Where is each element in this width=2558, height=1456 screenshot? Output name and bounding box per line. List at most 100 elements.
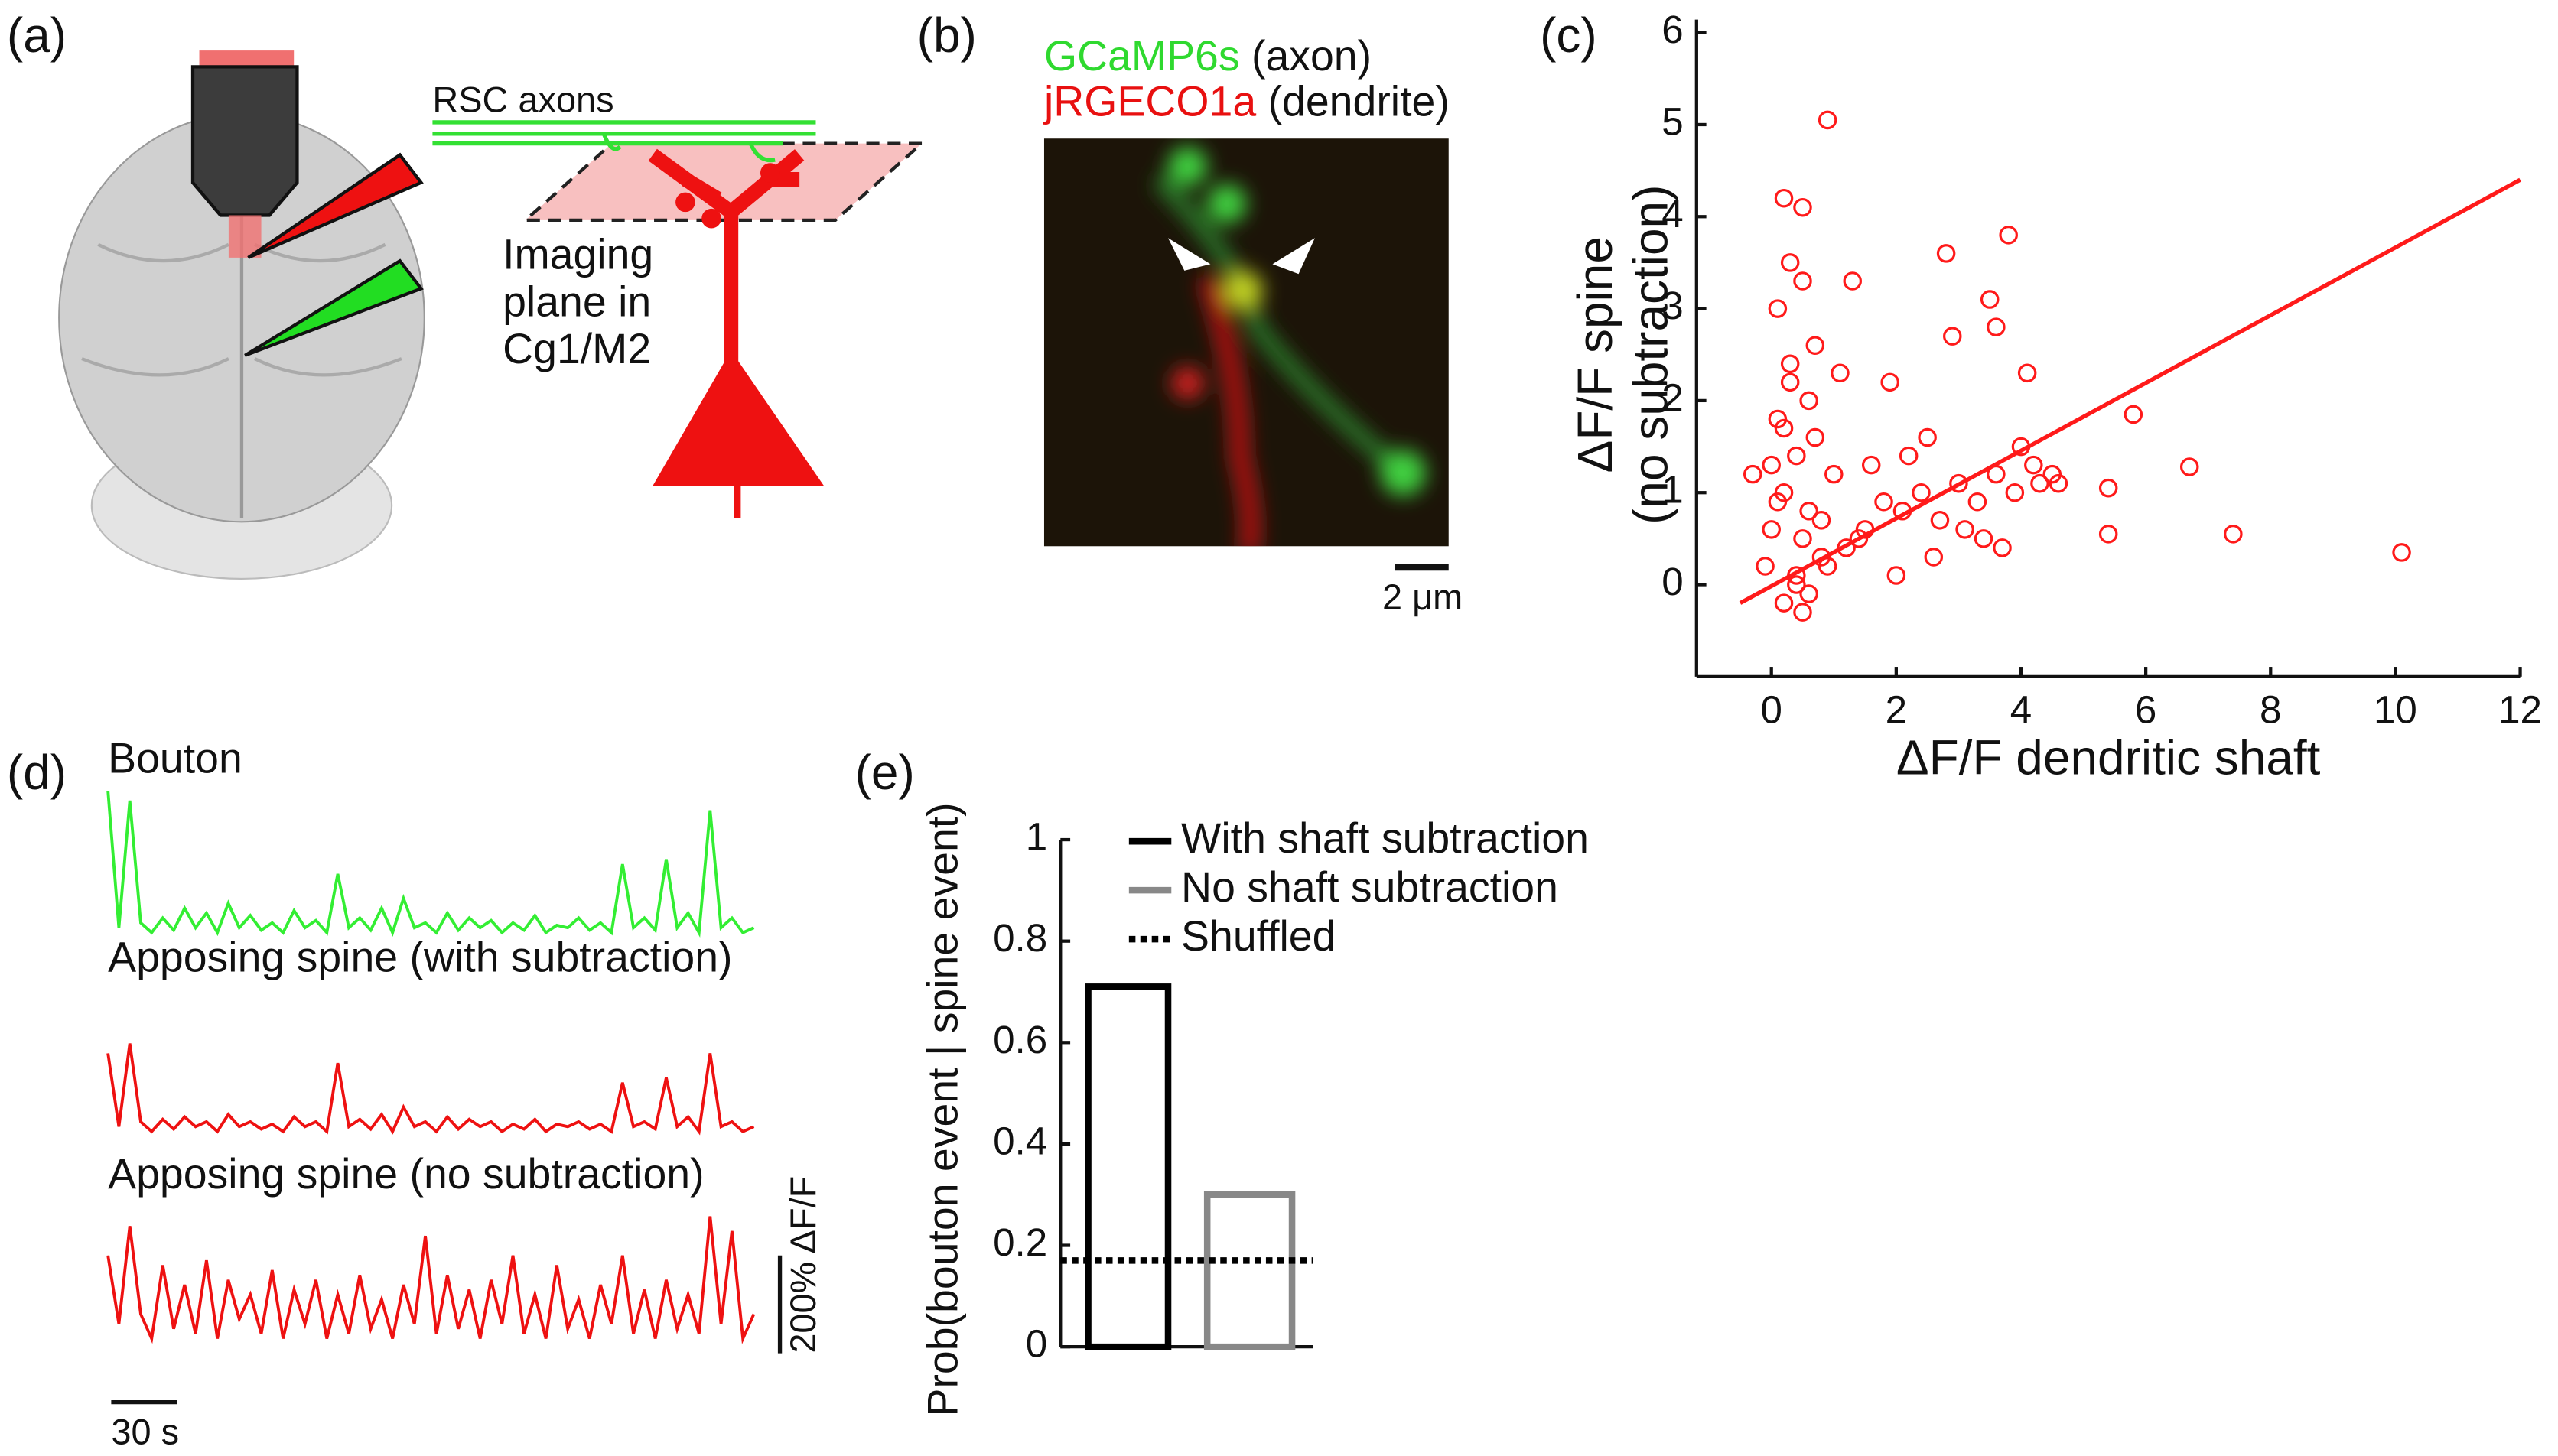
brain-diagram — [58, 50, 425, 580]
x-tick-label: 4 — [2010, 687, 2032, 731]
spine — [760, 163, 780, 183]
trace — [106, 1216, 756, 1344]
scatter-point — [1762, 455, 1781, 475]
scatter-point — [1743, 464, 1762, 484]
scatter-point — [1811, 548, 1831, 567]
x-tick-label: 12 — [2498, 687, 2542, 731]
y-tick-label: 0.8 — [993, 916, 1047, 960]
scatter-point — [2098, 525, 2118, 544]
arrowhead — [1272, 238, 1315, 275]
scatter-point — [2392, 543, 2411, 562]
y-tick-label: 2 — [1661, 375, 1683, 419]
y-tick-label: 5 — [1661, 99, 1683, 143]
arrowhead — [1168, 238, 1211, 271]
objective-top — [199, 50, 295, 67]
scatter-point — [1799, 502, 1818, 521]
scatter-point — [1936, 244, 1956, 263]
scatter-point — [2179, 457, 2199, 476]
y-axis-label: ΔF/F spine — [1567, 236, 1622, 473]
scatter-point — [1818, 110, 1837, 130]
scatter-point — [1967, 492, 1987, 512]
scatter-point — [2098, 478, 2118, 498]
time-scale-label: 30 s — [111, 1412, 179, 1452]
scatter-point — [1787, 575, 1806, 594]
scatter-point — [1974, 529, 1993, 548]
legend-note: (axon) — [1251, 31, 1372, 79]
y-tick-label: 0.4 — [993, 1119, 1047, 1162]
scatter-point — [1793, 271, 1812, 291]
legend-label: Shuffled — [1181, 912, 1336, 960]
imaging-plane — [521, 141, 926, 222]
scatter-point — [2024, 455, 2043, 475]
trace-label: Apposing spine (no subtraction) — [108, 1150, 704, 1198]
scatter-point — [1930, 511, 1950, 530]
spine — [701, 208, 721, 229]
scatter-point — [1768, 299, 1788, 318]
scatter-point — [1831, 363, 1850, 383]
scatter-point — [2124, 405, 2143, 424]
scatter-point — [1880, 372, 1899, 392]
scatter-point — [2042, 464, 2062, 484]
y-tick-label: 1 — [1026, 815, 1047, 859]
legend-entry: GCaMP6s (axon) — [1044, 31, 1372, 79]
scatter-point — [1793, 197, 1812, 217]
scatter-point — [1824, 464, 1844, 484]
legend-label: No shaft subtraction — [1181, 863, 1558, 911]
x-axis-label: ΔF/F dendritic shaft — [1896, 730, 2321, 785]
scatter-point — [1780, 253, 1800, 272]
plane-label: Cg1/M2 — [503, 325, 651, 372]
scatter-point — [1799, 584, 1818, 603]
y-tick-label: 1 — [1661, 468, 1683, 512]
y-tick-label: 0 — [1661, 560, 1683, 603]
x-tick-label: 0 — [1760, 687, 1782, 731]
x-tick-label: 8 — [2260, 687, 2281, 731]
scatter-point — [1899, 446, 1918, 466]
soma — [653, 350, 825, 486]
scatter-point — [1949, 473, 1968, 493]
scatter-point — [2049, 473, 2068, 493]
y-tick-label: 6 — [1661, 8, 1683, 51]
scatter-point — [1762, 520, 1781, 539]
scatter-point — [1980, 290, 2000, 309]
spine — [675, 192, 695, 213]
scatter-point — [1912, 483, 1931, 502]
x-tick-label: 2 — [1886, 687, 1907, 731]
scatter-point — [1955, 520, 1974, 539]
panel-label: (e) — [855, 745, 915, 800]
scatter-point — [1818, 557, 1837, 576]
scatter-point — [2005, 483, 2025, 502]
x-tick-label: 10 — [2374, 687, 2417, 731]
pipette-green — [244, 258, 424, 357]
scatter-point — [1793, 529, 1812, 548]
trace-label: Bouton — [108, 734, 242, 782]
scatter-point — [1774, 418, 1794, 438]
y-tick-label: 3 — [1661, 284, 1683, 327]
amplitude-scale-label: 200% ΔF/F — [783, 1176, 823, 1354]
micrograph: 2 μm — [1043, 138, 1463, 617]
fit-line — [1739, 177, 2521, 605]
scatter-point — [2030, 473, 2049, 493]
scatter-point — [1886, 566, 1906, 585]
axons-label: RSC axons — [432, 80, 613, 120]
trace — [106, 790, 755, 938]
scatter-point — [1756, 557, 1775, 576]
trace-label: Apposing spine (with subtraction) — [108, 933, 732, 980]
objective — [190, 65, 299, 217]
scatter-point — [1924, 548, 1944, 567]
legend-name: jRGECO1a — [1043, 77, 1256, 125]
legend-name: GCaMP6s — [1044, 31, 1240, 79]
scatter-point — [1843, 271, 1863, 291]
legend-entry: jRGECO1a (dendrite) — [1043, 77, 1450, 125]
y-tick-label: 0 — [1026, 1322, 1047, 1366]
scatter-point — [1849, 529, 1869, 548]
bar — [1085, 983, 1172, 1350]
pipette-red — [247, 152, 424, 259]
scatter-point — [1774, 188, 1794, 208]
y-axis-label: (no subtraction) — [1622, 185, 1678, 525]
scatter-point — [1993, 538, 2012, 557]
scatter-point — [2017, 363, 2037, 383]
legend-note: (dendrite) — [1268, 77, 1450, 125]
scatter-point — [1874, 492, 1893, 512]
